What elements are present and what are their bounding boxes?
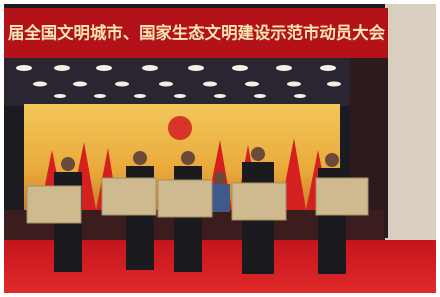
right-wall [385,4,436,244]
page: {"banner": {"text": "届全国文明城市、国家生态文明建设示范市… [0,0,440,297]
banner-text: 届全国文明城市、国家生态文明建设示范市动员大会 [8,24,386,43]
photo: 届全国文明城市、国家生态文明建设示范市动员大会 [0,0,440,297]
emblem [168,116,192,140]
